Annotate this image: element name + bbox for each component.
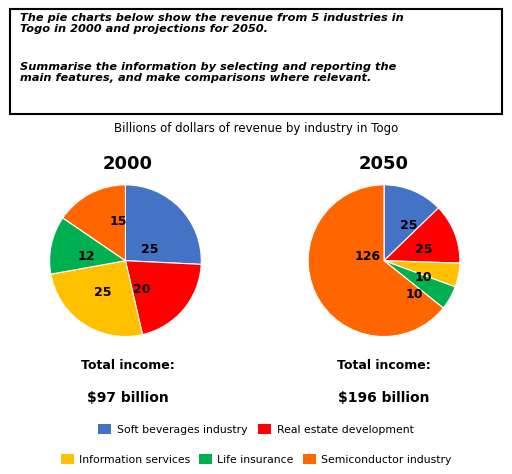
Text: Total income:: Total income: (81, 359, 175, 372)
FancyBboxPatch shape (10, 9, 502, 114)
Wedge shape (125, 261, 201, 335)
Wedge shape (384, 261, 460, 287)
Wedge shape (50, 218, 125, 274)
Wedge shape (308, 185, 443, 337)
Text: 25: 25 (94, 286, 112, 299)
Text: Total income:: Total income: (337, 359, 431, 372)
Text: 20: 20 (133, 283, 151, 296)
Wedge shape (384, 261, 455, 308)
Text: 15: 15 (109, 215, 126, 228)
Text: $196 billion: $196 billion (338, 391, 430, 405)
Text: 2050: 2050 (359, 155, 409, 173)
Text: $97 billion: $97 billion (87, 391, 169, 405)
Wedge shape (125, 185, 201, 264)
Text: 10: 10 (415, 271, 432, 284)
Legend: Information services, Life insurance, Semiconductor industry: Information services, Life insurance, Se… (56, 450, 456, 469)
Text: 25: 25 (141, 243, 158, 256)
Text: 12: 12 (77, 250, 95, 264)
Text: 25: 25 (415, 243, 432, 256)
Wedge shape (384, 208, 460, 263)
Text: 10: 10 (406, 288, 423, 301)
Text: The pie charts below show the revenue from 5 industries in
Togo in 2000 and proj: The pie charts below show the revenue fr… (20, 13, 404, 34)
Wedge shape (384, 185, 438, 261)
Wedge shape (51, 261, 142, 337)
Text: 25: 25 (399, 219, 417, 232)
Text: Billions of dollars of revenue by industry in Togo: Billions of dollars of revenue by indust… (114, 122, 398, 135)
Text: 2000: 2000 (103, 155, 153, 173)
Text: Summarise the information by selecting and reporting the
main features, and make: Summarise the information by selecting a… (20, 62, 396, 83)
Wedge shape (63, 185, 125, 261)
Text: 126: 126 (354, 250, 380, 264)
